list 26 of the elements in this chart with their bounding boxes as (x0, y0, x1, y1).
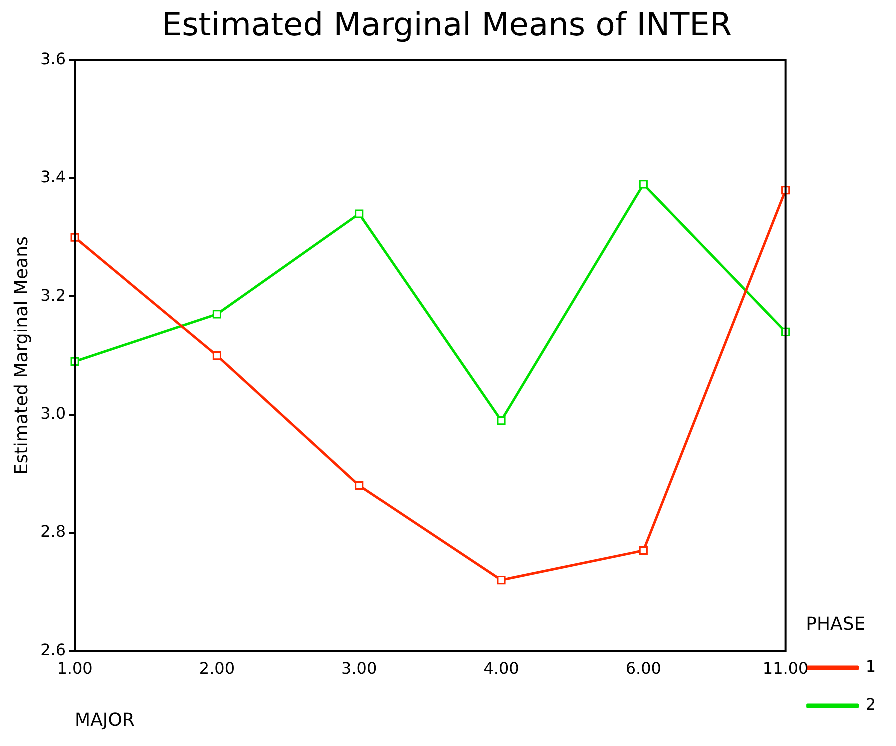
x-tick-label: 1.00 (57, 658, 93, 678)
point (355, 210, 364, 218)
legend-label: 2 (866, 695, 876, 714)
point (639, 546, 648, 556)
y-tick-label: 3.2 (40, 286, 66, 305)
legend-title: PHASE (806, 614, 866, 636)
x-tick-label: 11.00 (762, 658, 809, 678)
point (497, 416, 506, 426)
y-tick-label: 2.8 (40, 522, 66, 542)
y-tick-label: 3.6 (40, 50, 66, 69)
point (497, 576, 506, 585)
y-tick-label: 2.6 (40, 640, 66, 660)
chart-title: Estimated Marginal Means of INTER (162, 6, 732, 44)
x-tick-label: 4.00 (484, 658, 520, 678)
x-tick-label: 3.00 (342, 658, 378, 678)
x-tick-label: 2.00 (199, 658, 236, 678)
x-tick-label: 6.00 (626, 658, 662, 678)
x-axis-title: MAJOR (75, 710, 135, 731)
y-tick-label: 3.4 (40, 168, 66, 187)
y-axis-title: Estimated Marginal Means (11, 236, 32, 475)
y-tick-label: 3.0 (40, 404, 66, 424)
point (639, 180, 648, 189)
point (212, 310, 222, 319)
point (355, 481, 364, 490)
point (212, 352, 222, 360)
legend-label: 1 (866, 657, 876, 676)
